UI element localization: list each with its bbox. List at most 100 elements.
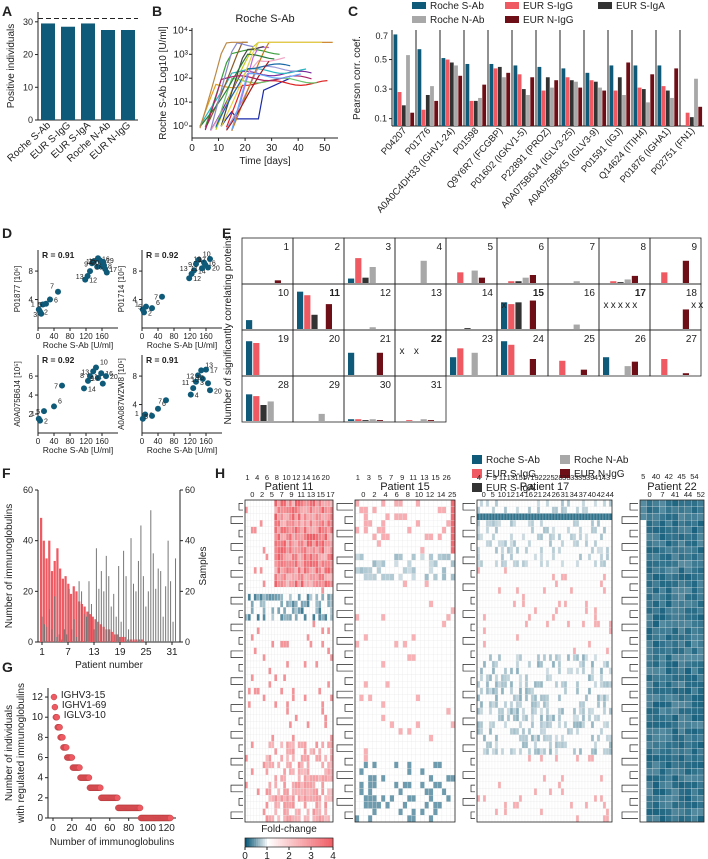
h-cell	[394, 620, 399, 628]
h-cell	[256, 808, 260, 816]
h-cell	[542, 560, 547, 568]
h-cell	[569, 667, 574, 675]
h-cell	[277, 620, 281, 628]
h-cell	[329, 573, 334, 581]
h-cell	[247, 520, 251, 527]
h-cell	[321, 520, 325, 527]
e-bar	[348, 278, 355, 283]
h-cell	[265, 781, 269, 789]
h-cell	[450, 727, 456, 735]
h-cell	[411, 600, 416, 608]
h-cell	[596, 681, 601, 688]
h-cell	[420, 694, 425, 702]
h-cell	[441, 573, 447, 581]
h-cell	[300, 788, 304, 796]
h-cell	[297, 634, 301, 642]
h-cell	[503, 526, 508, 534]
h-cell	[433, 741, 438, 749]
h-cell	[608, 600, 613, 608]
h-cell	[288, 687, 293, 695]
h-dendrogram-link	[336, 690, 353, 699]
d-r-value: R = 0.92	[146, 250, 179, 260]
h-cell	[312, 707, 316, 715]
h-cell	[271, 815, 275, 823]
h-cell	[521, 566, 526, 574]
h-cell	[321, 667, 325, 675]
h-cell	[596, 526, 601, 534]
h-cell	[250, 540, 254, 548]
h-cell	[491, 526, 496, 534]
h-cell	[521, 573, 526, 581]
h-cell	[476, 613, 481, 621]
h-cell	[265, 721, 269, 729]
h-cell	[380, 640, 386, 648]
h-cell	[497, 580, 502, 588]
h-cell	[402, 566, 408, 574]
h-cell	[265, 533, 269, 541]
h-cell	[608, 607, 613, 615]
h-cell	[385, 506, 390, 514]
h-cell	[485, 667, 490, 675]
h-cell	[288, 701, 293, 709]
h-cell	[560, 613, 565, 621]
h-cell	[605, 573, 610, 581]
h-cell	[563, 707, 568, 715]
h-cell	[274, 573, 278, 581]
h-cell	[259, 674, 263, 682]
h-cell	[437, 815, 443, 823]
h-cell	[482, 560, 487, 568]
h-cell	[488, 634, 493, 642]
h-cell	[402, 580, 408, 588]
h-cell	[250, 607, 254, 615]
h-cell	[497, 560, 502, 568]
h-cell	[578, 681, 583, 688]
h-cell	[312, 647, 316, 655]
h-cell	[491, 587, 496, 595]
h-cell	[560, 499, 565, 507]
h-cell	[312, 761, 316, 769]
h-cell	[446, 768, 451, 776]
h-cell	[581, 573, 586, 581]
h-cell	[545, 499, 550, 507]
b-y-tick-label: 10³	[174, 49, 189, 60]
h-cell	[274, 761, 278, 769]
h-cell	[244, 613, 249, 621]
h-cell	[297, 613, 301, 621]
h-cell	[359, 580, 364, 588]
h-cell	[581, 613, 586, 621]
h-cell	[521, 640, 526, 648]
h-cell	[309, 707, 313, 715]
h-cell	[329, 520, 334, 527]
h-cell	[354, 600, 360, 608]
h-cell	[518, 513, 523, 521]
h-cell	[512, 560, 517, 568]
h-cell	[575, 701, 580, 709]
h-cell	[518, 634, 523, 642]
h-cell	[542, 533, 547, 541]
h-cell	[389, 748, 395, 756]
d-y-tick-label: 8	[133, 267, 138, 276]
h-cell	[515, 593, 520, 601]
h-cell	[354, 808, 360, 816]
h-cell	[288, 808, 293, 816]
e-bar	[529, 300, 536, 329]
h-cell	[479, 593, 484, 601]
h-dendrogram-link	[336, 503, 353, 511]
h-cell	[506, 620, 511, 628]
h-cell	[415, 513, 421, 521]
h-cell	[524, 593, 529, 601]
h-cell	[376, 627, 382, 635]
h-cell	[398, 654, 403, 662]
h-cell	[479, 660, 484, 668]
h-cell	[329, 546, 334, 554]
h-dendrogram-link	[344, 596, 353, 605]
h-cell	[244, 808, 249, 816]
h-cell	[398, 566, 403, 574]
h-cell	[367, 768, 373, 776]
h-cell	[256, 533, 260, 541]
h-cell	[441, 774, 447, 782]
h-cell	[253, 553, 257, 561]
h-cell	[596, 506, 601, 514]
h-cell	[545, 687, 550, 695]
h-cell	[563, 593, 568, 601]
